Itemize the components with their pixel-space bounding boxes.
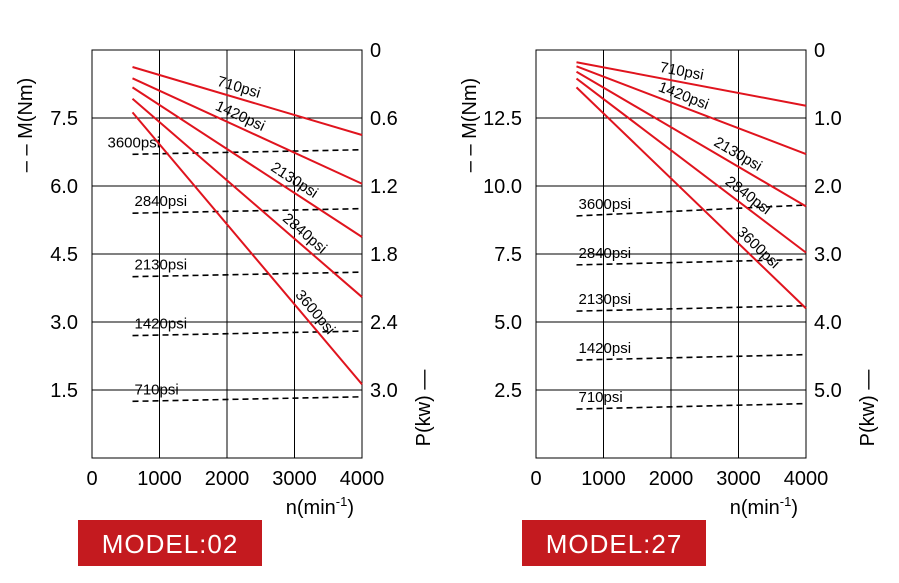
- power-line-2130psi: [575, 70, 807, 208]
- x-axis-label-superscript: -1: [336, 494, 348, 509]
- power-line-3600psi: [575, 86, 807, 310]
- power-line-710psi: [132, 66, 363, 136]
- right-tick-label: 3.0: [814, 244, 842, 266]
- torque-line-3600psi: [576, 204, 807, 217]
- y-axis-label-left: – – M(Nm): [15, 78, 37, 172]
- model-badge: [78, 520, 262, 566]
- x-tick-label: 3000: [716, 468, 761, 490]
- left-tick-label: 3.0: [50, 312, 78, 334]
- power-series-label: 3600psi: [292, 287, 339, 338]
- right-tick-label: 1.2: [370, 176, 398, 198]
- torque-series-label: 710psi: [579, 389, 623, 406]
- x-tick-label: 3000: [272, 468, 317, 490]
- torque-line-3600psi: [132, 148, 363, 156]
- right-tick-label: 5.0: [814, 380, 842, 402]
- x-tick-label: 2000: [649, 468, 694, 490]
- left-tick-label: 12.5: [483, 108, 522, 130]
- right-tick-label: 0.6: [370, 108, 398, 130]
- x-axis-label: n(min-1): [286, 494, 354, 519]
- torque-series-label: 710psi: [135, 381, 179, 398]
- x-tick-label: 0: [530, 468, 541, 490]
- x-tick-label: 0: [86, 468, 97, 490]
- left-tick-label: 4.5: [50, 244, 78, 266]
- power-line-2840psi: [131, 97, 363, 298]
- torque-line-2840psi: [132, 207, 363, 214]
- y-axis-label-right: P(kw) —: [857, 370, 879, 447]
- power-line-2840psi: [575, 77, 807, 254]
- right-tick-label: 3.0: [370, 380, 398, 402]
- torque-line-2840psi: [576, 258, 807, 266]
- power-line-3600psi: [131, 111, 363, 385]
- left-tick-label: 7.5: [494, 244, 522, 266]
- power-line-1420psi: [132, 77, 363, 185]
- x-axis-label-main: n(min: [286, 497, 336, 519]
- torque-line-710psi: [132, 396, 363, 403]
- torque-series-label: 2840psi: [579, 245, 632, 262]
- left-tick-label: 7.5: [50, 108, 78, 130]
- torque-series-label: 3600psi: [579, 196, 632, 213]
- right-tick-label: 1.0: [814, 108, 842, 130]
- torque-line-2130psi: [576, 304, 807, 312]
- right-tick-label: 0: [814, 40, 825, 62]
- x-axis-label-close: ): [791, 497, 798, 519]
- x-tick-label: 2000: [205, 468, 250, 490]
- x-axis-label-main: n(min: [730, 497, 780, 519]
- torque-series-label: 3600psi: [108, 134, 161, 151]
- x-tick-label: 1000: [581, 468, 626, 490]
- left-tick-label: 2.5: [494, 380, 522, 402]
- x-tick-label: 1000: [137, 468, 182, 490]
- torque-series-label: 1420psi: [135, 316, 188, 333]
- x-axis-label-close: ): [347, 497, 354, 519]
- model-title: MODEL:27: [546, 529, 683, 559]
- torque-series-label: 2840psi: [135, 193, 188, 210]
- y-axis-label-right: P(kw) —: [413, 370, 435, 447]
- left-tick-label: 6.0: [50, 176, 78, 198]
- torque-line-710psi: [576, 402, 807, 410]
- y-axis-label-left: – – M(Nm): [459, 78, 481, 172]
- right-tick-label: 2.4: [370, 312, 398, 334]
- model-badge: [522, 520, 706, 566]
- x-tick-label: 4000: [340, 468, 385, 490]
- torque-line-1420psi: [132, 330, 363, 337]
- model-title: MODEL:02: [102, 529, 239, 559]
- torque-series-label: 2130psi: [135, 257, 188, 274]
- left-tick-label: 10.0: [483, 176, 522, 198]
- right-tick-label: 0: [370, 40, 381, 62]
- x-axis-label-superscript: -1: [780, 494, 792, 509]
- x-tick-label: 4000: [784, 468, 829, 490]
- power-series-label: 1420psi: [213, 98, 268, 135]
- power-line-2130psi: [131, 86, 363, 238]
- power-series-label: 2840psi: [279, 210, 330, 257]
- torque-line-2130psi: [132, 271, 363, 278]
- torque-line-1420psi: [576, 353, 807, 361]
- torque-series-label: 2130psi: [579, 291, 632, 308]
- power-line-1420psi: [576, 65, 807, 155]
- right-tick-label: 1.8: [370, 244, 398, 266]
- right-tick-label: 4.0: [814, 312, 842, 334]
- x-axis-label: n(min-1): [730, 494, 798, 519]
- torque-series-label: 1420psi: [579, 340, 632, 357]
- power-line-710psi: [576, 61, 807, 107]
- left-tick-label: 1.5: [50, 380, 78, 402]
- left-tick-label: 5.0: [494, 312, 522, 334]
- right-tick-label: 2.0: [814, 176, 842, 198]
